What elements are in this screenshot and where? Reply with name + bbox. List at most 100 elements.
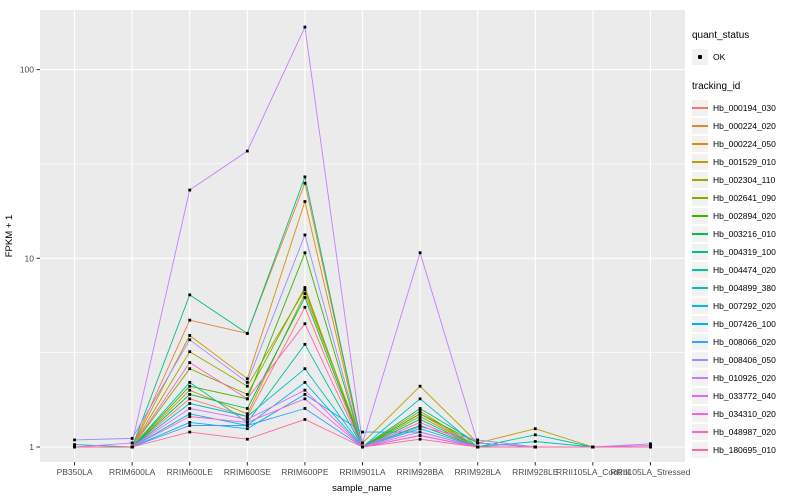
legend-item-label: Hb_048987_020	[713, 427, 776, 437]
series-color-swatch	[692, 395, 708, 397]
data-point	[188, 361, 192, 365]
legend-item-label: Hb_180695_010	[713, 445, 776, 455]
data-point	[303, 380, 307, 384]
data-point	[73, 445, 76, 449]
legend-item-label: Hb_002304_110	[713, 175, 776, 185]
legend-item: Hb_034310_020	[692, 405, 800, 423]
legend-key-line	[692, 370, 708, 386]
series-color-swatch	[692, 233, 708, 235]
legend-key-line	[692, 442, 708, 458]
data-point	[418, 437, 422, 441]
data-point	[188, 412, 192, 416]
data-point	[476, 445, 480, 449]
y-tick-label: 10	[25, 253, 35, 263]
legend-item-label: Hb_007292_020	[713, 301, 776, 311]
legend-item-label: Hb_000194_030	[713, 103, 776, 113]
legend-key-line	[692, 136, 708, 152]
x-tick-label: PB350LA	[57, 467, 93, 477]
data-point	[303, 296, 307, 299]
legend-key-line	[692, 118, 708, 134]
legend-item: Hb_000194_030	[692, 99, 800, 117]
data-point	[533, 445, 537, 449]
data-point	[188, 388, 192, 392]
legend-item-label: Hb_004899_380	[713, 283, 776, 293]
data-point	[418, 425, 422, 429]
legend-key-line	[692, 190, 708, 206]
legend-item-label: Hb_008066_020	[713, 337, 776, 347]
data-point	[303, 233, 307, 237]
data-point	[188, 424, 192, 427]
data-point	[476, 438, 480, 442]
ok-point-key	[692, 49, 708, 65]
data-point	[303, 288, 307, 292]
series-color-swatch	[692, 431, 708, 433]
data-point	[188, 367, 192, 371]
data-point	[418, 415, 422, 418]
data-point	[303, 251, 307, 255]
data-point	[73, 443, 76, 446]
x-tick-label: RRIM928BA	[396, 467, 444, 477]
data-point	[303, 305, 307, 309]
legend-key-line	[692, 262, 708, 278]
series-color-swatch	[692, 107, 708, 109]
legend-item-label: Hb_033772_040	[713, 391, 776, 401]
x-tick-label: RRIM600PE	[281, 467, 329, 477]
data-point	[591, 445, 595, 449]
legend-item-label: Hb_004319_100	[713, 247, 776, 257]
legend-item-label: Hb_010926_020	[713, 373, 776, 383]
series-color-swatch	[692, 413, 708, 415]
x-tick-label: RRII105LA_Control	[556, 467, 630, 477]
data-point	[245, 397, 249, 401]
data-point	[245, 427, 249, 431]
legend-item: Hb_004899_380	[692, 279, 800, 297]
data-point	[245, 424, 249, 427]
legend-item-label: Hb_001529_010	[713, 157, 776, 167]
data-point	[188, 318, 192, 322]
legend-item: Hb_033772_040	[692, 387, 800, 405]
legend-item: Hb_002894_020	[692, 207, 800, 225]
series-color-swatch	[692, 341, 708, 343]
data-point	[418, 430, 422, 434]
legend-item: Hb_180695_010	[692, 441, 800, 459]
legend-item-label: Hb_000224_020	[713, 121, 776, 131]
data-point	[533, 433, 537, 437]
data-point	[418, 409, 422, 413]
data-point	[418, 251, 422, 255]
legend-item-label: Hb_034310_020	[713, 409, 776, 419]
data-point	[188, 293, 192, 297]
data-point	[130, 441, 134, 445]
legend-item: Hb_008406_050	[692, 351, 800, 369]
data-point	[418, 434, 422, 437]
legend-item-label: Hb_007426_100	[713, 319, 776, 329]
legend-item: Hb_048987_020	[692, 423, 800, 441]
legend-item: Hb_004474_020	[692, 261, 800, 279]
data-point	[418, 384, 422, 388]
legend-key-line	[692, 352, 708, 368]
data-point	[188, 430, 192, 434]
series-color-swatch	[692, 359, 708, 361]
data-point	[73, 438, 76, 442]
legend-key-line	[692, 280, 708, 296]
data-point	[303, 407, 307, 410]
data-point	[245, 331, 249, 335]
legend-key-line	[692, 154, 708, 170]
legend-item: Hb_007292_020	[692, 297, 800, 315]
data-point	[418, 418, 422, 421]
data-point	[303, 181, 307, 185]
data-point	[130, 437, 134, 440]
legend: quant_status OK tracking_id Hb_000194_03…	[692, 30, 800, 459]
legend-item-label: Hb_008406_050	[713, 355, 776, 365]
legend-item: Hb_003216_010	[692, 225, 800, 243]
legend-key-line	[692, 316, 708, 332]
data-point	[303, 418, 307, 421]
data-point	[188, 334, 192, 337]
legend-item: Hb_002304_110	[692, 171, 800, 189]
data-point	[245, 384, 249, 388]
data-point	[303, 392, 307, 396]
data-point	[245, 418, 249, 421]
data-point	[649, 442, 652, 446]
data-point	[361, 445, 364, 449]
legend-tracking-id-title: tracking_id	[692, 81, 741, 92]
data-point	[533, 440, 537, 443]
legend-item: Hb_008066_020	[692, 333, 800, 351]
